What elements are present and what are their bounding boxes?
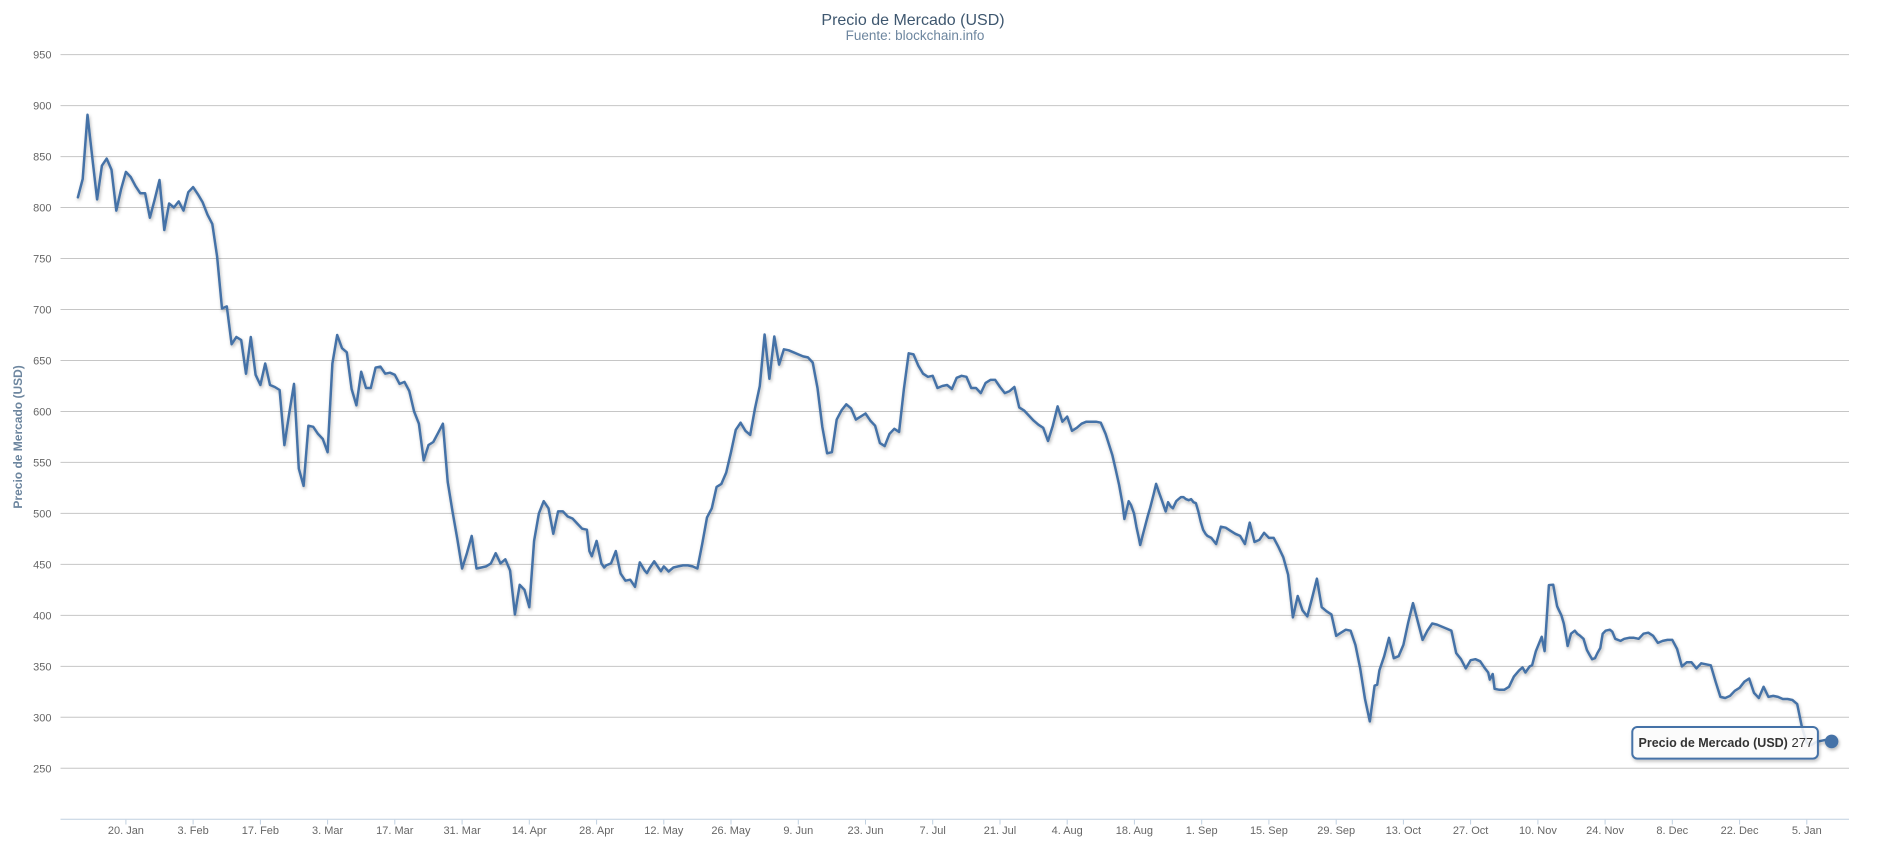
svg-text:Precio de Mercado (USD): Precio de Mercado (USD) bbox=[821, 12, 1004, 29]
svg-text:750: 750 bbox=[33, 254, 51, 266]
svg-text:9. Jun: 9. Jun bbox=[783, 825, 813, 837]
svg-text:277: 277 bbox=[1792, 735, 1814, 750]
svg-text:650: 650 bbox=[33, 356, 51, 368]
svg-text:29. Sep: 29. Sep bbox=[1317, 825, 1355, 837]
svg-text:3. Mar: 3. Mar bbox=[312, 825, 344, 837]
svg-text:26. May: 26. May bbox=[711, 825, 751, 837]
svg-text:600: 600 bbox=[33, 407, 51, 419]
svg-text:3. Feb: 3. Feb bbox=[178, 825, 209, 837]
svg-text:8. Dec: 8. Dec bbox=[1656, 825, 1688, 837]
svg-text:22. Dec: 22. Dec bbox=[1721, 825, 1759, 837]
svg-text:27. Oct: 27. Oct bbox=[1453, 825, 1488, 837]
svg-text:900: 900 bbox=[33, 101, 51, 113]
svg-text:7. Jul: 7. Jul bbox=[920, 825, 946, 837]
svg-text:5. Jan: 5. Jan bbox=[1792, 825, 1822, 837]
svg-text:12. May: 12. May bbox=[644, 825, 684, 837]
svg-text:17. Mar: 17. Mar bbox=[376, 825, 414, 837]
svg-text:28. Apr: 28. Apr bbox=[579, 825, 614, 837]
svg-text:13. Oct: 13. Oct bbox=[1386, 825, 1421, 837]
svg-text:Precio de Mercado (USD): Precio de Mercado (USD) bbox=[1639, 736, 1788, 750]
svg-text:15. Sep: 15. Sep bbox=[1250, 825, 1288, 837]
svg-text:10. Nov: 10. Nov bbox=[1519, 825, 1557, 837]
svg-text:300: 300 bbox=[33, 712, 51, 724]
svg-text:350: 350 bbox=[33, 661, 51, 673]
svg-text:1. Sep: 1. Sep bbox=[1186, 825, 1218, 837]
svg-text:20. Jan: 20. Jan bbox=[108, 825, 144, 837]
svg-text:450: 450 bbox=[33, 559, 51, 571]
svg-text:24. Nov: 24. Nov bbox=[1586, 825, 1624, 837]
svg-text:400: 400 bbox=[33, 610, 51, 622]
svg-text:500: 500 bbox=[33, 508, 51, 520]
svg-text:17. Feb: 17. Feb bbox=[242, 825, 279, 837]
svg-text:31. Mar: 31. Mar bbox=[443, 825, 481, 837]
svg-text:550: 550 bbox=[33, 457, 51, 469]
svg-text:18. Aug: 18. Aug bbox=[1116, 825, 1153, 837]
svg-text:950: 950 bbox=[33, 50, 51, 62]
svg-text:4. Aug: 4. Aug bbox=[1052, 825, 1083, 837]
svg-text:21. Jul: 21. Jul bbox=[984, 825, 1016, 837]
svg-text:23. Jun: 23. Jun bbox=[847, 825, 883, 837]
svg-text:Fuente: blockchain.info: Fuente: blockchain.info bbox=[846, 28, 985, 43]
svg-text:Precio de Mercado (USD): Precio de Mercado (USD) bbox=[11, 365, 25, 508]
svg-text:14. Apr: 14. Apr bbox=[512, 825, 547, 837]
svg-text:700: 700 bbox=[33, 305, 51, 317]
svg-text:850: 850 bbox=[33, 152, 51, 164]
svg-text:250: 250 bbox=[33, 763, 51, 775]
svg-text:800: 800 bbox=[33, 203, 51, 215]
